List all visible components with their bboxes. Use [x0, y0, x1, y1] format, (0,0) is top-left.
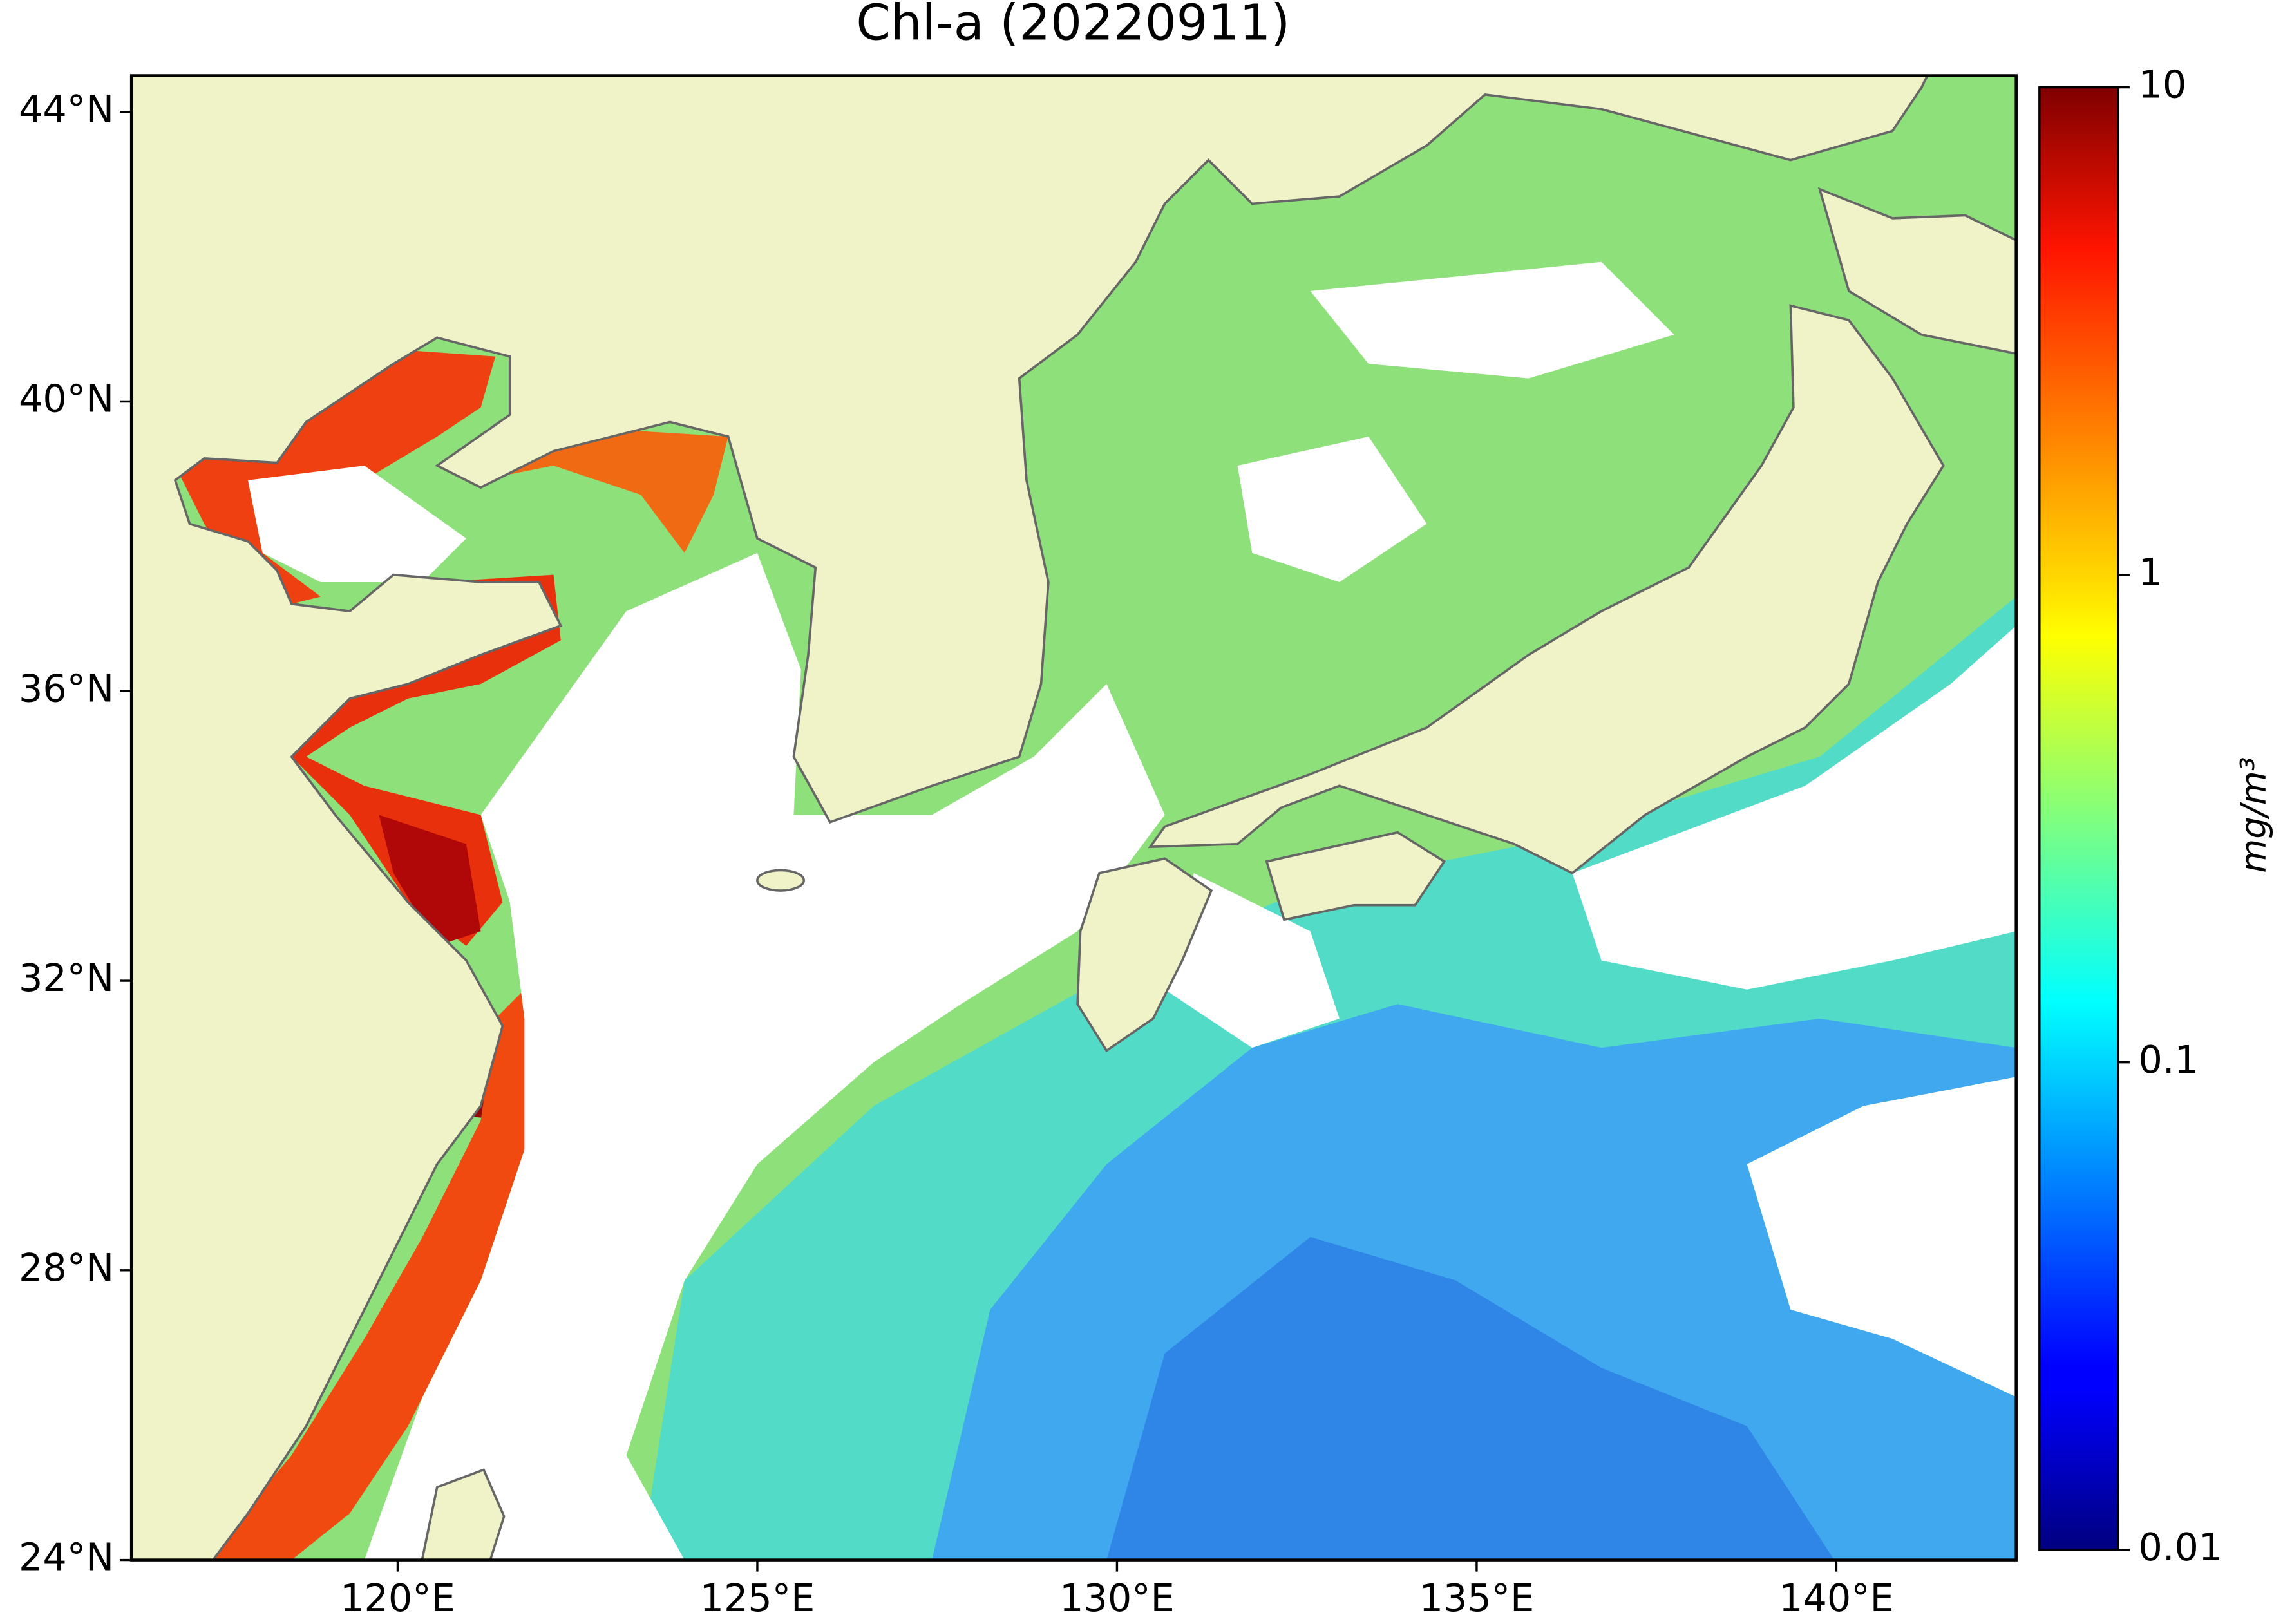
- colorbar-tick-label: 0.01: [2139, 1525, 2223, 1569]
- colorbar-tick-label: 1: [2139, 550, 2163, 594]
- land-jeju: [756, 869, 806, 892]
- y-tick-label: 40°N: [19, 377, 114, 421]
- cloud-gap: [1164, 873, 1340, 1048]
- cloud-gap: [1237, 436, 1427, 582]
- cloud-gap: [247, 466, 466, 582]
- land-hokkaido: [1817, 187, 2016, 355]
- cloud-gap: [1310, 261, 1674, 379]
- coastal-bloom: [379, 815, 481, 946]
- land-mainland: [131, 75, 1929, 1560]
- y-tick-label: 32°N: [19, 956, 114, 1000]
- y-tick-label: 36°N: [19, 666, 114, 710]
- y-tick-label: 28°N: [19, 1245, 114, 1290]
- coastal-bloom: [204, 931, 612, 1560]
- x-tick-label: 120°E: [340, 1576, 455, 1620]
- map-frame: [129, 74, 2018, 1562]
- colorbar-tick-label: 10: [2139, 62, 2187, 107]
- y-tick-label: 44°N: [19, 87, 114, 131]
- x-tick-label: 125°E: [700, 1576, 815, 1620]
- y-tick-label: 24°N: [19, 1535, 114, 1580]
- cloud-gap: [1747, 1077, 2016, 1397]
- colorbar: [2038, 86, 2119, 1551]
- land-kyushu: [1076, 857, 1213, 1053]
- map-area: [131, 75, 2016, 1560]
- cloud-gap: [364, 552, 1165, 1560]
- x-tick-label: 135°E: [1419, 1576, 1535, 1620]
- coastal-bloom: [291, 574, 561, 946]
- land-taiwan: [421, 1468, 506, 1560]
- x-tick-label: 140°E: [1779, 1576, 1894, 1620]
- coastal-bloom: [480, 429, 728, 553]
- title: Chl-a (20220911): [856, 0, 1290, 52]
- land-shikoku: [1265, 831, 1446, 921]
- colorbar-label: mg/m³: [2233, 757, 2274, 873]
- x-tick-label: 130°E: [1059, 1576, 1175, 1620]
- land-honshu: [1148, 304, 1945, 875]
- sea-deep-blue: [1106, 1236, 1835, 1560]
- cloud-gap: [1572, 625, 2016, 990]
- colorbar-tick-label: 0.1: [2139, 1037, 2199, 1082]
